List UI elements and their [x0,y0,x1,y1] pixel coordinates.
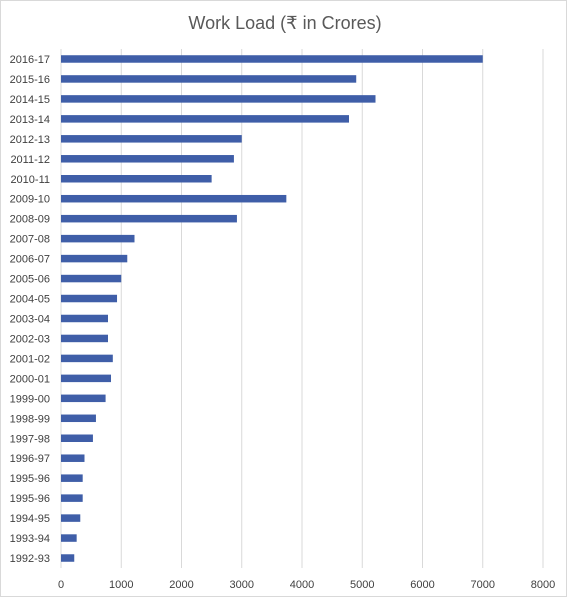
category-label: 2000-01 [10,373,50,385]
bar-2016-17 [61,55,483,63]
x-tick-label: 7000 [471,579,495,591]
x-tick-label: 1000 [109,579,133,591]
category-label: 2012-13 [10,134,50,146]
category-label: 2003-04 [10,313,50,325]
bar-2005-06 [61,274,122,283]
category-label: 2001-02 [10,353,50,365]
category-label: 2007-08 [10,234,50,246]
bar-2007-08 [61,234,135,243]
x-tick-label: 3000 [230,579,254,591]
category-label: 1997-98 [10,433,50,445]
x-tick-label: 5000 [350,579,374,591]
category-label: 2011-12 [10,154,50,166]
category-label: 2008-09 [10,214,50,226]
bar-1995-96 [61,474,83,482]
x-tick-label: 4000 [290,579,314,591]
chart-frame: Work Load (₹ in Crores) 2016-17 2015-16 20… [0,0,567,597]
bar-1995-96 [61,494,83,502]
bar-1999-00 [61,394,106,403]
x-tick-label: 8000 [531,579,555,591]
chart-title: Work Load (₹ in Crores) [188,13,381,33]
bar-2012-13 [61,135,242,143]
bar-2015-16 [61,75,357,83]
category-labels: 2016-17 2015-16 2014-15 2013-14 2012-13 2011-… [10,54,50,565]
category-label: 2006-07 [10,254,50,266]
bar-2003-04 [61,314,108,323]
bar-1993-94 [61,534,77,542]
bar-2006-07 [61,254,128,263]
category-label: 2010-11 [10,174,50,186]
bar-2010-11 [61,175,212,183]
category-label: 1999-00 [10,393,50,405]
bar-2004-05 [61,294,118,303]
bar-1992-93 [61,554,75,562]
x-tick-labels: 0 1000 2000 3000 4000 5000 6000 7000 8000 [58,579,555,591]
bar-2013-14 [61,115,349,123]
bar-2014-15 [61,95,376,103]
category-label: 1995-96 [10,493,50,505]
bar-2011-12 [61,155,234,163]
x-tick-label: 6000 [410,579,434,591]
bar-1997-98 [61,434,93,442]
bar-2008-09 [61,214,237,223]
bar-2009-10 [61,194,287,203]
category-label: 1994-95 [10,513,50,525]
gridlines [60,49,544,568]
category-label: 2002-03 [10,333,50,345]
bar-2000-01 [61,374,112,383]
category-label: 1996-97 [10,453,50,465]
category-label: 2004-05 [10,294,50,306]
category-label: 1992-93 [10,553,50,565]
bar-2001-02 [61,354,113,363]
bars [61,55,483,562]
bar-1994-95 [61,514,81,522]
category-label: 2015-16 [10,74,50,86]
category-label: 2014-15 [10,94,50,106]
x-tick-label: 0 [58,579,64,591]
bar-1996-97 [61,454,85,462]
x-tick-label: 2000 [169,579,193,591]
category-label: 1993-94 [10,533,50,545]
category-label: 1995-96 [10,473,50,485]
bar-chart: Work Load (₹ in Crores) 2016-172015-1620… [10,13,556,591]
category-label: 2013-14 [10,114,50,126]
category-label: 2009-10 [10,194,50,206]
category-label: 1998-99 [10,413,50,425]
bar-1998-99 [61,414,96,423]
category-label: 2016-17 [10,54,50,66]
category-label: 2005-06 [10,274,50,286]
bar-2002-03 [61,334,108,343]
